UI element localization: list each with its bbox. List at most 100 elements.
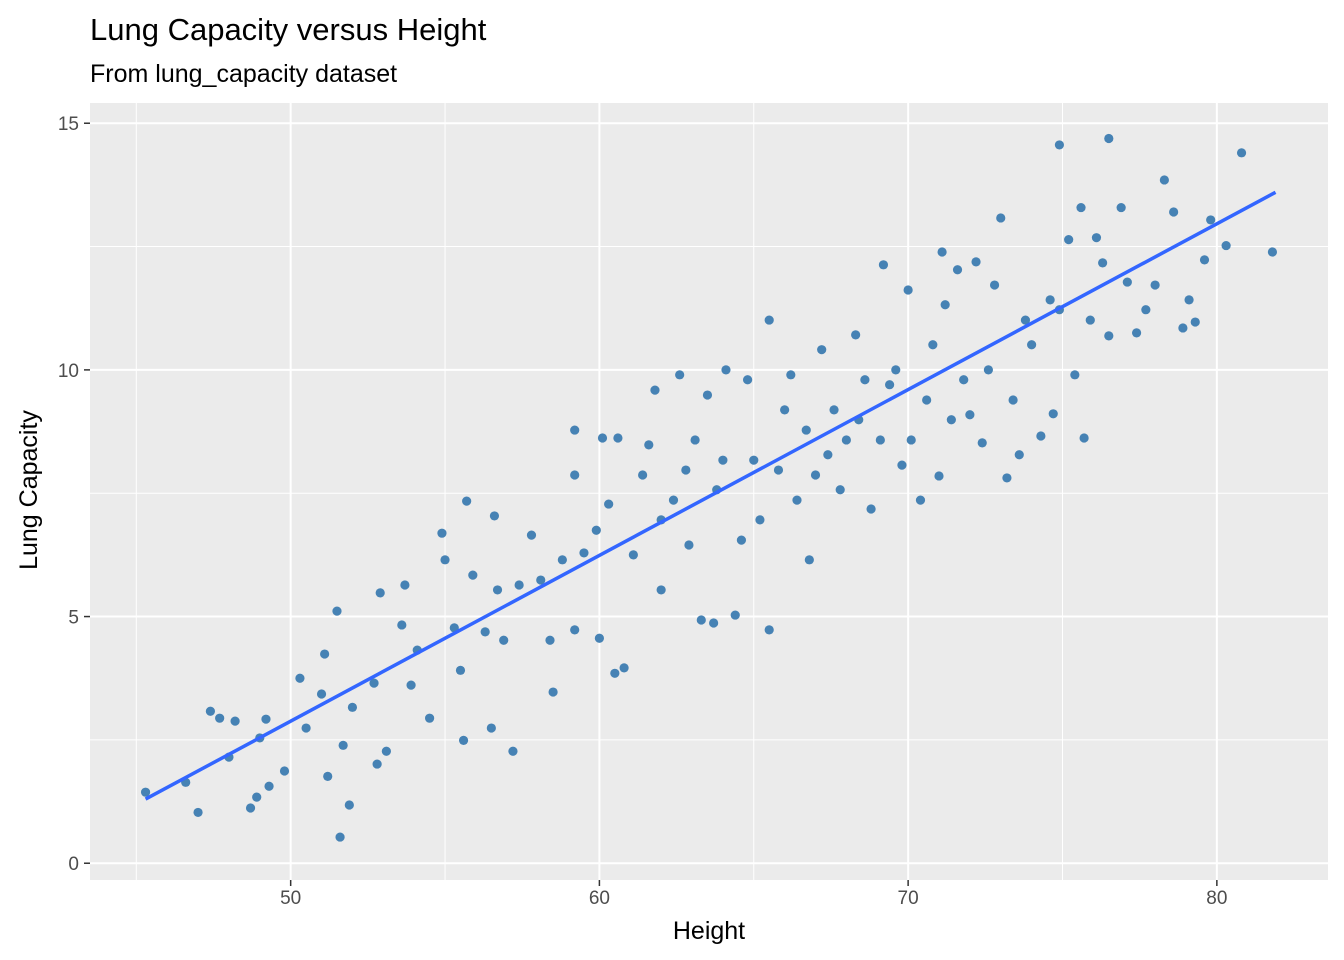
data-points	[140, 133, 1278, 842]
data-point	[332, 606, 342, 616]
data-point	[570, 625, 580, 635]
data-point	[570, 470, 580, 480]
data-point	[1064, 235, 1074, 245]
data-point	[885, 380, 895, 390]
data-point	[764, 625, 774, 635]
data-point	[279, 766, 290, 776]
data-point	[369, 678, 379, 688]
data-point	[860, 375, 870, 385]
data-point	[215, 713, 225, 723]
data-point	[915, 495, 926, 505]
data-point	[755, 515, 765, 525]
data-point	[594, 633, 605, 643]
data-point	[1184, 295, 1194, 305]
data-point	[545, 635, 555, 645]
data-point	[971, 257, 981, 267]
data-point	[810, 470, 821, 480]
data-point	[1169, 207, 1179, 217]
data-point	[1014, 450, 1024, 460]
data-point	[1036, 431, 1046, 441]
x-axis-label: Height	[673, 917, 745, 945]
data-point	[1020, 315, 1031, 325]
data-point	[570, 425, 580, 435]
data-point	[437, 528, 447, 538]
data-point	[644, 440, 654, 450]
data-point	[526, 530, 537, 540]
data-point	[486, 723, 496, 733]
data-point	[1104, 133, 1114, 144]
data-point	[1221, 240, 1231, 251]
data-point	[205, 706, 216, 716]
data-point	[804, 555, 814, 565]
data-point	[406, 680, 416, 690]
data-point	[536, 575, 546, 585]
data-point	[897, 460, 907, 470]
data-point	[906, 435, 916, 445]
data-point	[1150, 280, 1160, 290]
data-point	[1131, 328, 1142, 338]
data-point	[1236, 148, 1247, 158]
data-point	[579, 548, 589, 558]
data-point	[604, 499, 614, 509]
data-point	[1079, 433, 1089, 443]
data-point	[940, 300, 950, 310]
data-point	[866, 504, 876, 514]
data-point	[764, 315, 774, 325]
regression-line	[144, 190, 1277, 801]
data-point	[193, 807, 203, 818]
data-point	[1104, 331, 1114, 341]
data-point	[749, 455, 759, 465]
data-point	[638, 470, 648, 480]
data-point	[736, 535, 747, 545]
data-point	[591, 525, 601, 535]
data-point	[610, 668, 620, 678]
data-point	[675, 370, 685, 380]
data-point	[628, 550, 638, 560]
data-point	[668, 495, 679, 505]
x-tick-label: 60	[589, 888, 610, 909]
plot-panel	[90, 103, 1328, 880]
data-point	[656, 585, 666, 595]
data-point	[301, 723, 311, 733]
x-tick-label: 50	[280, 888, 301, 909]
axis-ticks: 50 60 70 80 0 5 10 15	[58, 114, 1228, 909]
data-point	[1122, 277, 1132, 287]
chart-title: Lung Capacity versus Height	[90, 12, 487, 47]
data-point	[492, 585, 503, 595]
data-point	[977, 438, 987, 448]
data-point	[742, 375, 753, 385]
data-point	[338, 740, 348, 750]
data-point	[347, 702, 358, 712]
data-point	[344, 800, 354, 810]
data-point	[252, 792, 262, 802]
y-tick-label: 5	[68, 608, 79, 629]
data-point	[1054, 140, 1065, 150]
data-point	[425, 713, 435, 723]
data-point	[1190, 317, 1200, 327]
data-point	[650, 385, 660, 395]
data-point	[1085, 315, 1095, 325]
data-point	[730, 610, 740, 620]
y-tick-label: 0	[68, 854, 79, 875]
x-tick-label: 80	[1206, 888, 1227, 909]
data-point	[721, 365, 731, 375]
data-point	[1199, 255, 1210, 265]
data-point	[946, 415, 956, 425]
data-point	[245, 803, 256, 813]
data-point	[323, 771, 333, 782]
data-point	[1267, 247, 1278, 257]
data-point	[959, 375, 969, 385]
data-point	[597, 433, 608, 443]
data-point	[230, 716, 240, 726]
data-point	[557, 555, 567, 565]
data-point	[792, 495, 802, 505]
data-point	[489, 511, 500, 521]
data-point	[508, 746, 518, 756]
data-point	[829, 405, 839, 415]
data-point	[455, 665, 466, 675]
data-point	[1048, 409, 1058, 419]
data-point	[1178, 323, 1188, 333]
data-point	[989, 280, 1000, 290]
data-point	[1141, 305, 1151, 315]
